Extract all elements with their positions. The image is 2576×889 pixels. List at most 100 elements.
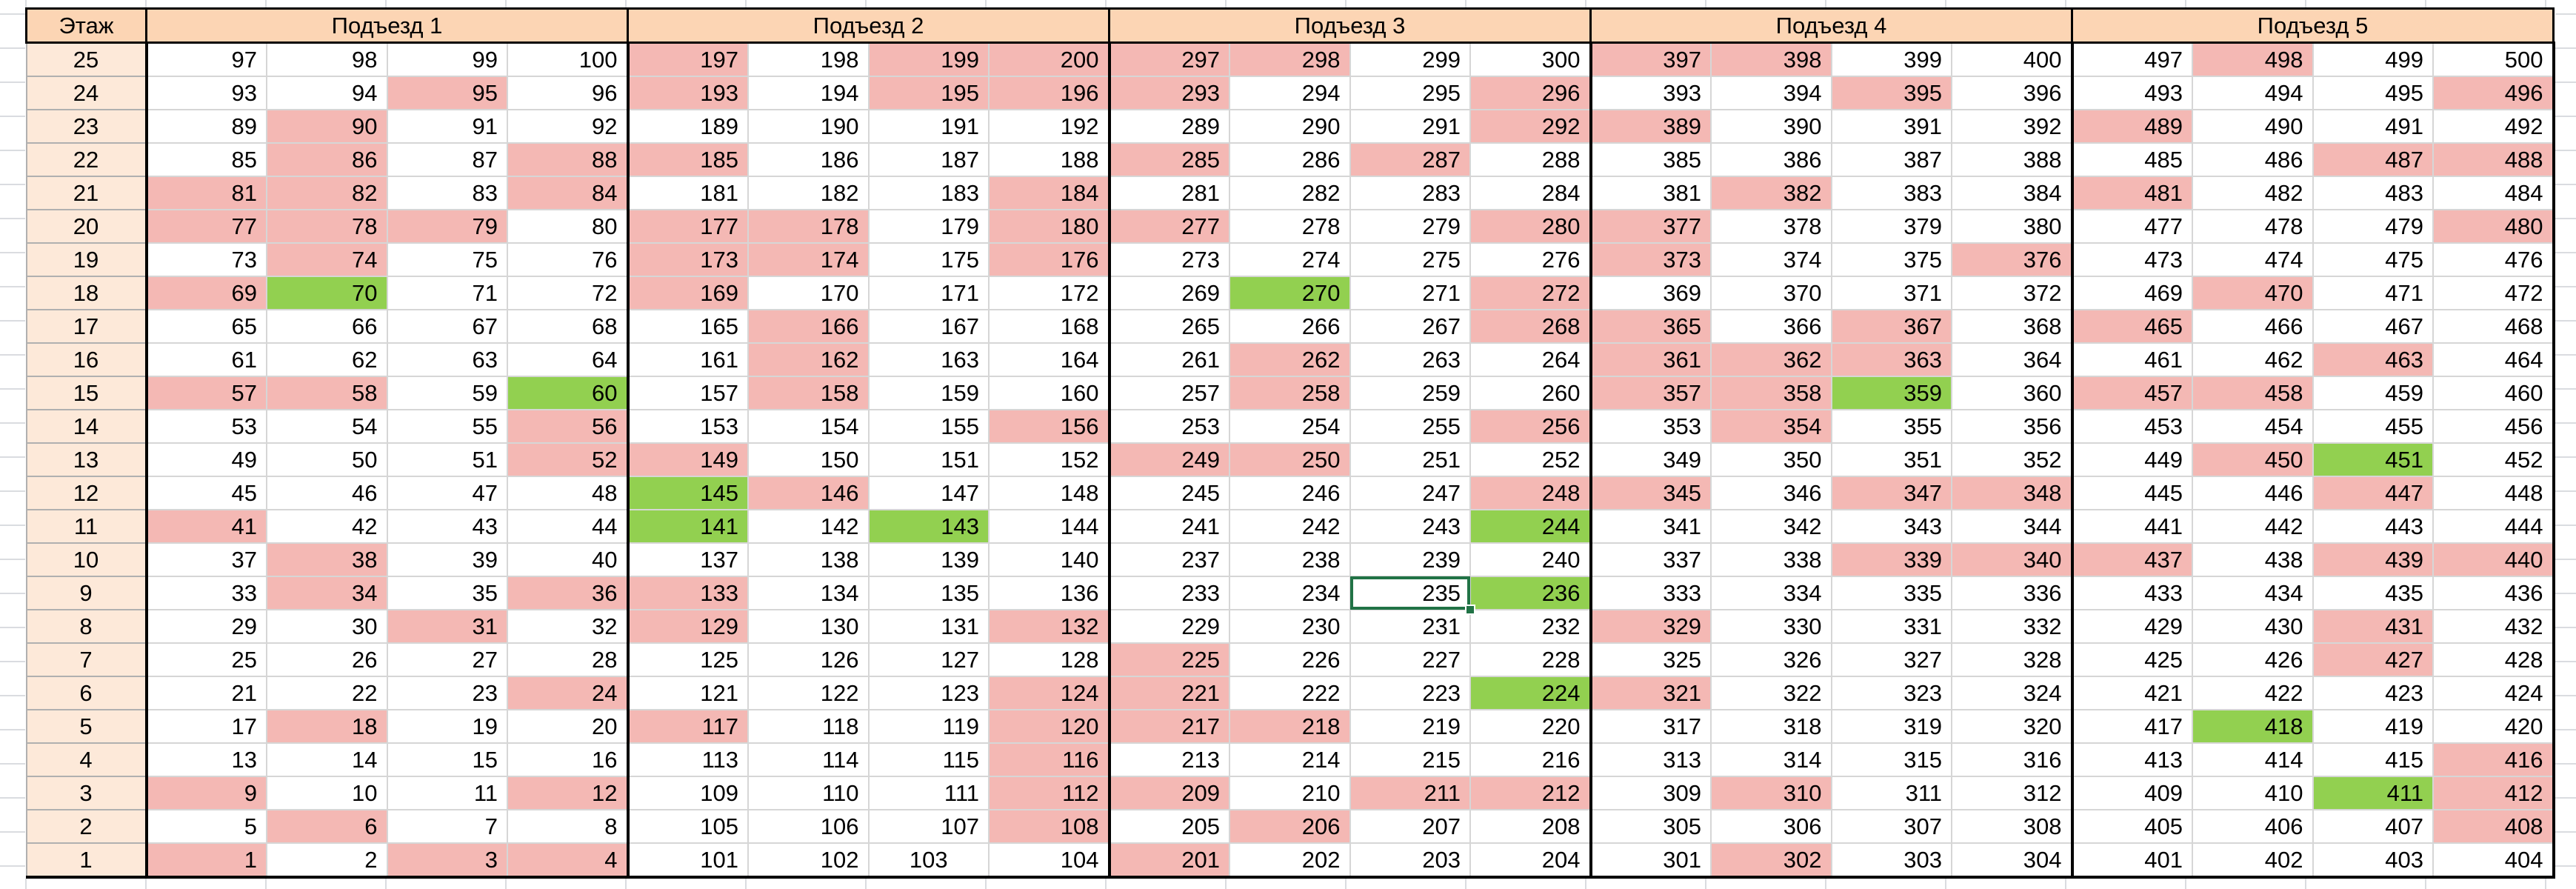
apartment-cell[interactable]: 451 <box>2312 442 2434 477</box>
apartment-cell[interactable]: 274 <box>1229 242 1351 277</box>
floor-number-cell[interactable]: 8 <box>25 609 148 644</box>
apartment-cell[interactable]: 242 <box>1229 509 1351 544</box>
apartment-cell[interactable]: 228 <box>1469 642 1592 677</box>
apartment-cell[interactable]: 270 <box>1229 276 1351 310</box>
apartment-cell[interactable]: 287 <box>1349 142 1471 177</box>
apartment-cell[interactable]: 346 <box>1710 476 1832 510</box>
apartment-cell[interactable]: 187 <box>867 142 990 177</box>
apartment-cell[interactable]: 235 <box>1349 576 1471 610</box>
apartment-cell[interactable]: 83 <box>386 176 508 210</box>
apartment-cell[interactable]: 331 <box>1830 609 1952 644</box>
apartment-cell[interactable]: 316 <box>1951 742 2074 777</box>
apartment-cell[interactable]: 212 <box>1469 776 1592 810</box>
apartment-cell[interactable]: 264 <box>1469 342 1592 377</box>
apartment-cell[interactable]: 461 <box>2071 342 2193 377</box>
apartment-cell[interactable]: 164 <box>988 342 1111 377</box>
apartment-cell[interactable]: 446 <box>2192 476 2314 510</box>
apartment-cell[interactable]: 167 <box>867 309 990 344</box>
apartment-cell[interactable]: 297 <box>1108 41 1230 77</box>
apartment-cell[interactable]: 67 <box>386 309 508 344</box>
apartment-cell[interactable]: 477 <box>2071 209 2193 244</box>
apartment-cell[interactable]: 426 <box>2192 642 2314 677</box>
apartment-cell[interactable]: 411 <box>2312 776 2434 810</box>
apartment-cell[interactable]: 39 <box>386 542 508 577</box>
apartment-cell[interactable]: 140 <box>988 542 1111 577</box>
apartment-cell[interactable]: 40 <box>507 542 630 577</box>
apartment-cell[interactable]: 376 <box>1951 242 2074 277</box>
apartment-cell[interactable]: 404 <box>2432 842 2555 879</box>
apartment-cell[interactable]: 68 <box>507 309 630 344</box>
apartment-cell[interactable]: 130 <box>747 609 870 644</box>
apartment-cell[interactable]: 420 <box>2432 709 2555 744</box>
apartment-cell[interactable]: 288 <box>1469 142 1592 177</box>
apartment-cell[interactable]: 151 <box>867 442 990 477</box>
apartment-cell[interactable]: 146 <box>747 476 870 510</box>
apartment-cell[interactable]: 135 <box>867 576 990 610</box>
apartment-cell[interactable]: 226 <box>1229 642 1351 677</box>
apartment-cell[interactable]: 380 <box>1951 209 2074 244</box>
apartment-cell[interactable]: 186 <box>747 142 870 177</box>
apartment-cell[interactable]: 496 <box>2432 76 2555 110</box>
apartment-cell[interactable]: 139 <box>867 542 990 577</box>
apartment-cell[interactable]: 481 <box>2071 176 2193 210</box>
apartment-cell[interactable]: 237 <box>1108 542 1230 577</box>
apartment-cell[interactable]: 192 <box>988 109 1111 144</box>
apartment-cell[interactable]: 381 <box>1589 176 1712 210</box>
apartment-cell[interactable]: 76 <box>507 242 630 277</box>
apartment-cell[interactable]: 179 <box>867 209 990 244</box>
apartment-cell[interactable]: 141 <box>627 509 749 544</box>
apartment-cell[interactable]: 311 <box>1830 776 1952 810</box>
apartment-cell[interactable]: 110 <box>747 776 870 810</box>
apartment-cell[interactable]: 294 <box>1229 76 1351 110</box>
apartment-cell[interactable]: 254 <box>1229 409 1351 444</box>
apartment-cell[interactable]: 4 <box>507 842 630 879</box>
apartment-cell[interactable]: 378 <box>1710 209 1832 244</box>
apartment-cell[interactable]: 362 <box>1710 342 1832 377</box>
apartment-cell[interactable]: 429 <box>2071 609 2193 644</box>
apartment-cell[interactable]: 293 <box>1108 76 1230 110</box>
apartment-cell[interactable]: 475 <box>2312 242 2434 277</box>
apartment-cell[interactable]: 59 <box>386 376 508 410</box>
floor-number-cell[interactable]: 1 <box>25 842 148 879</box>
apartment-cell[interactable]: 340 <box>1951 542 2074 577</box>
apartment-cell[interactable]: 326 <box>1710 642 1832 677</box>
apartment-cell[interactable]: 393 <box>1589 76 1712 110</box>
apartment-cell[interactable]: 337 <box>1589 542 1712 577</box>
apartments-table[interactable]: Этаж Подъезд 1 Подъезд 2 Подъезд 3 Подъе… <box>25 7 2555 879</box>
apartment-cell[interactable]: 388 <box>1951 142 2074 177</box>
apartment-cell[interactable]: 129 <box>627 609 749 644</box>
apartment-cell[interactable]: 16 <box>507 742 630 777</box>
apartment-cell[interactable]: 49 <box>145 442 267 477</box>
apartment-cell[interactable]: 387 <box>1830 142 1952 177</box>
apartment-cell[interactable]: 170 <box>747 276 870 310</box>
apartment-cell[interactable]: 127 <box>867 642 990 677</box>
apartment-cell[interactable]: 106 <box>747 809 870 844</box>
floor-number-cell[interactable]: 17 <box>25 309 148 344</box>
apartment-cell[interactable]: 103 <box>867 842 990 879</box>
apartment-cell[interactable]: 111 <box>867 776 990 810</box>
apartment-cell[interactable]: 171 <box>867 276 990 310</box>
apartment-cell[interactable]: 37 <box>145 542 267 577</box>
apartment-cell[interactable]: 222 <box>1229 676 1351 710</box>
apartment-cell[interactable]: 144 <box>988 509 1111 544</box>
fill-handle[interactable] <box>1465 605 1475 615</box>
apartment-cell[interactable]: 422 <box>2192 676 2314 710</box>
apartment-cell[interactable]: 133 <box>627 576 749 610</box>
apartment-cell[interactable]: 318 <box>1710 709 1832 744</box>
apartment-cell[interactable]: 19 <box>386 709 508 744</box>
apartment-cell[interactable]: 7 <box>386 809 508 844</box>
apartment-cell[interactable]: 90 <box>266 109 388 144</box>
apartment-cell[interactable]: 439 <box>2312 542 2434 577</box>
apartment-cell[interactable]: 283 <box>1349 176 1471 210</box>
apartment-cell[interactable]: 177 <box>627 209 749 244</box>
apartment-cell[interactable]: 137 <box>627 542 749 577</box>
apartment-cell[interactable]: 485 <box>2071 142 2193 177</box>
apartment-cell[interactable]: 367 <box>1830 309 1952 344</box>
apartment-cell[interactable]: 382 <box>1710 176 1832 210</box>
apartment-cell[interactable]: 302 <box>1710 842 1832 879</box>
apartment-cell[interactable]: 227 <box>1349 642 1471 677</box>
apartment-cell[interactable]: 409 <box>2071 776 2193 810</box>
apartment-cell[interactable]: 359 <box>1830 376 1952 410</box>
apartment-cell[interactable]: 343 <box>1830 509 1952 544</box>
apartment-cell[interactable]: 389 <box>1589 109 1712 144</box>
